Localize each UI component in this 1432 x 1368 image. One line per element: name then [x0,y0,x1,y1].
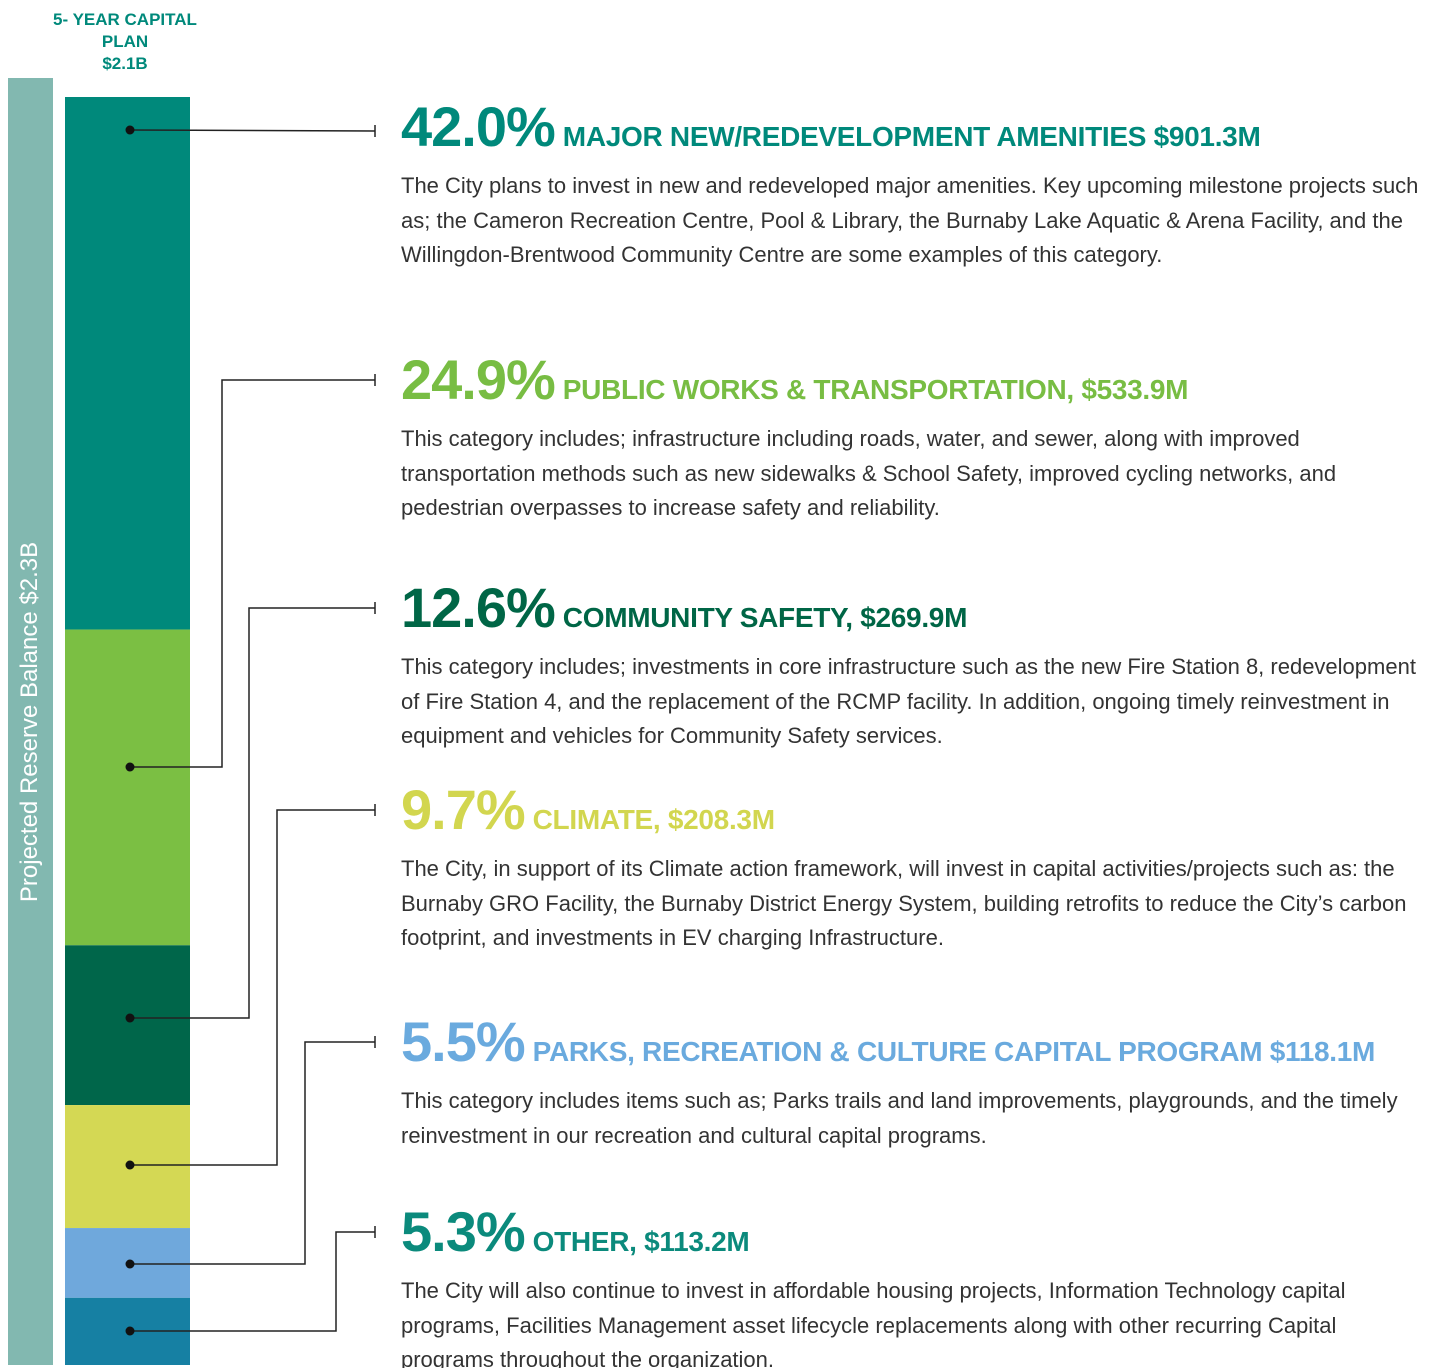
connector [130,809,375,1166]
chart-title: 5- YEAR CAPITAL PLAN [53,10,197,51]
percent-label: 24.9% [401,348,556,411]
category-heading: 24.9% PUBLIC WORKS & TRANSPORTATION, $533… [401,348,1426,412]
category-heading: 5.5% PARKS, RECREATION & CULTURE CAPITAL … [401,1010,1426,1074]
category-block: 42.0% MAJOR NEW/REDEVELOPMENT AMENITIES $… [401,95,1426,273]
category-heading: 42.0% MAJOR NEW/REDEVELOPMENT AMENITIES $… [401,95,1426,159]
category-description: The City plans to invest in new and rede… [401,173,1419,267]
category-name: MAJOR NEW/REDEVELOPMENT AMENITIES $901.3… [562,121,1261,152]
category-description: This category includes items such as; Pa… [401,1088,1398,1148]
category-block: 5.3% OTHER, $113.2M The City will also con… [401,1200,1426,1368]
category-heading: 5.3% OTHER, $113.2M [401,1200,1426,1264]
category-block: 5.5% PARKS, RECREATION & CULTURE CAPITAL … [401,1010,1426,1153]
connector [130,1231,375,1332]
category-heading: 12.6% COMMUNITY SAFETY, $269.9M [401,576,1426,640]
y-axis-label: Projected Reserve Balance $2.3B [16,542,43,902]
connector [130,1041,375,1265]
category-block: 24.9% PUBLIC WORKS & TRANSPORTATION, $533… [401,348,1426,526]
dot [125,1326,135,1336]
dot [125,125,135,135]
percent-label: 5.5% [401,1010,526,1073]
percent-label: 42.0% [401,95,556,158]
bar-segment [65,629,190,946]
category-name: OTHER, $113.2M [532,1226,750,1257]
category-name: PARKS, RECREATION & CULTURE CAPITAL PROG… [532,1036,1376,1067]
dot [125,1259,135,1269]
category-block: 9.7% CLIMATE, $208.3M The City, in support… [401,778,1426,956]
category-description: The City will also continue to invest in… [401,1278,1346,1368]
connector [129,129,376,132]
chart-subtitle: $2.1B [102,54,148,73]
dot [125,1160,135,1170]
category-description: The City, in support of its Climate acti… [401,856,1407,950]
dot [125,1013,135,1023]
reserve-bar [8,78,53,1365]
category-block: 12.6% COMMUNITY SAFETY, $269.9M This categ… [401,576,1426,754]
percent-label: 12.6% [401,576,556,639]
dot [125,762,135,772]
bar-segment [65,945,190,1106]
category-description: This category includes; investments in c… [401,654,1416,748]
category-name: CLIMATE, $208.3M [532,804,775,835]
connector [130,379,375,768]
percent-label: 9.7% [401,778,526,841]
percent-label: 5.3% [401,1200,526,1263]
category-heading: 9.7% CLIMATE, $208.3M [401,778,1426,842]
bar-segment [65,97,190,630]
connector [130,607,375,1019]
category-description: This category includes; infrastructure i… [401,426,1337,520]
category-name: PUBLIC WORKS & TRANSPORTATION, $533.9M [562,374,1189,405]
category-name: COMMUNITY SAFETY, $269.9M [562,602,968,633]
